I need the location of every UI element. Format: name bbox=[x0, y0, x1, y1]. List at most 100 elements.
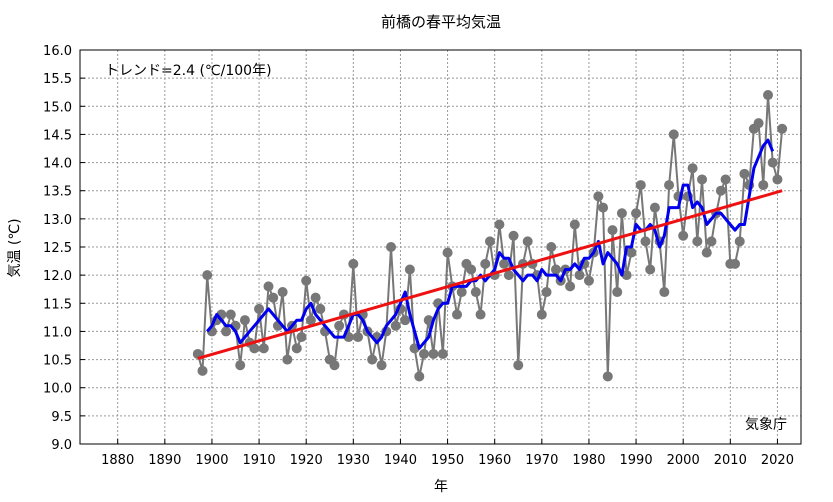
annual-temperature-point bbox=[758, 180, 769, 191]
annual-temperature-point bbox=[753, 118, 764, 129]
annual-temperature-point bbox=[692, 236, 703, 247]
annual-temperature-point bbox=[291, 343, 302, 354]
tick-labels: 1880 1890 1900 1910 1920 1930 1940 1950 1960 1970… bbox=[43, 44, 794, 468]
grid bbox=[80, 49, 801, 445]
y-tick-label: 13.0 bbox=[43, 213, 72, 228]
x-tick-label: 1930 bbox=[337, 453, 370, 468]
annual-temperature-point bbox=[508, 230, 519, 241]
annual-temperature-point bbox=[687, 163, 698, 174]
y-tick-label: 14.0 bbox=[43, 157, 72, 172]
annual-temperature-point bbox=[720, 174, 731, 185]
y-tick-label: 11.0 bbox=[43, 325, 72, 340]
annual-temperature-point bbox=[513, 360, 524, 371]
y-tick-label: 16.0 bbox=[43, 44, 72, 59]
y-tick-label: 11.5 bbox=[43, 297, 72, 312]
x-tick-label: 1960 bbox=[478, 453, 511, 468]
annual-temperature-point bbox=[456, 287, 467, 298]
annual-temperature-point bbox=[763, 90, 774, 101]
x-tick-label: 1990 bbox=[620, 453, 653, 468]
x-tick-label: 1950 bbox=[431, 453, 464, 468]
x-tick-label: 1970 bbox=[525, 453, 558, 468]
annual-temperature-point bbox=[197, 365, 208, 376]
annual-temperature-point bbox=[621, 270, 632, 281]
x-tick-label: 1900 bbox=[195, 453, 228, 468]
annual-temperature-point bbox=[348, 258, 359, 269]
annual-temperature-point bbox=[428, 348, 439, 359]
annual-temperature-point bbox=[386, 242, 397, 252]
trend-line bbox=[197, 189, 783, 360]
annual-temperature-point bbox=[640, 236, 651, 247]
annual-temperature-point bbox=[470, 287, 481, 298]
annual-temperature-point bbox=[334, 320, 345, 331]
annual-temperature-point bbox=[612, 287, 623, 298]
source-label: 気象庁 bbox=[745, 417, 787, 433]
x-tick-label: 1910 bbox=[243, 453, 276, 468]
annual-temperature-point bbox=[258, 343, 269, 354]
annual-temperature-point bbox=[376, 360, 387, 371]
annual-temperature-point bbox=[484, 236, 495, 247]
y-tick-label: 10.0 bbox=[43, 382, 72, 397]
annual-temperature-point bbox=[414, 371, 425, 382]
annual-temperature-point bbox=[715, 185, 726, 196]
annual-temperature-point bbox=[565, 281, 576, 292]
annual-temperature-point bbox=[419, 348, 430, 359]
x-tick-label: 1890 bbox=[148, 453, 181, 468]
annual-temperature-point bbox=[678, 230, 689, 241]
x-tick-label: 2010 bbox=[714, 453, 747, 468]
annual-temperature-point bbox=[268, 292, 279, 303]
annual-temperature-point bbox=[649, 202, 660, 213]
annual-temperature-point bbox=[202, 270, 213, 281]
annual-temperature-point bbox=[739, 168, 750, 179]
x-tick-label: 2020 bbox=[761, 453, 794, 468]
y-tick-label: 10.5 bbox=[43, 354, 72, 369]
annual-temperature-point bbox=[645, 264, 656, 275]
annual-temperature-point bbox=[631, 208, 642, 219]
annual-temperature-point bbox=[305, 315, 316, 326]
x-tick-label: 1920 bbox=[290, 453, 323, 468]
annual-temperature-point bbox=[390, 320, 401, 331]
trend-label: トレンド=2.4 (℃/100年) bbox=[105, 63, 272, 79]
annual-temperature-point bbox=[442, 247, 453, 258]
annual-temperature-point bbox=[466, 264, 477, 275]
annual-temperature-point bbox=[404, 264, 415, 275]
annual-temperature-point bbox=[499, 258, 510, 269]
annual-temperature-point bbox=[480, 258, 491, 269]
annual-temperature-point bbox=[701, 247, 712, 258]
y-tick-label: 12.0 bbox=[43, 269, 72, 284]
annual-temperature-point bbox=[282, 354, 293, 365]
annual-temperature-point bbox=[475, 309, 486, 320]
annual-temperature-point bbox=[225, 309, 236, 320]
annual-temperature-point bbox=[310, 292, 321, 303]
annual-temperature-point bbox=[235, 360, 246, 371]
y-tick-label: 15.5 bbox=[43, 72, 72, 87]
annual-temperature-point bbox=[574, 270, 585, 281]
series-group bbox=[192, 90, 788, 382]
annual-temperature-point bbox=[437, 348, 448, 359]
y-tick-label: 9.0 bbox=[51, 438, 72, 453]
annual-temperature-point bbox=[772, 174, 783, 185]
chart-title: 前橋の春平均気温 bbox=[381, 13, 501, 31]
annual-temperature-point bbox=[296, 332, 307, 343]
annual-temperature-point bbox=[730, 258, 741, 269]
annual-temperature-point bbox=[593, 191, 604, 202]
annual-temperature-point bbox=[607, 225, 618, 236]
annual-temperature-point bbox=[315, 303, 326, 314]
annual-temperature-point bbox=[550, 264, 561, 275]
x-tick-label: 2000 bbox=[667, 453, 700, 468]
annual-temperature-point bbox=[329, 360, 340, 371]
y-tick-label: 13.5 bbox=[43, 185, 72, 200]
annual-temperature-point bbox=[777, 123, 788, 134]
annual-temperature-point bbox=[239, 315, 250, 326]
annual-temperature-point bbox=[598, 202, 609, 213]
annual-temperature-point bbox=[541, 287, 552, 298]
annual-temperature-point bbox=[659, 287, 670, 298]
annual-temperature-point bbox=[301, 275, 312, 286]
annual-temperature-point bbox=[635, 180, 646, 191]
x-axis-label: 年 bbox=[434, 479, 448, 495]
y-axis-label: 気温 (℃) bbox=[7, 218, 23, 277]
annual-temperature-point bbox=[277, 287, 288, 298]
annual-temperature-point bbox=[602, 371, 613, 382]
annual-temperature-point bbox=[668, 129, 679, 140]
annual-temperature-point bbox=[697, 174, 708, 185]
